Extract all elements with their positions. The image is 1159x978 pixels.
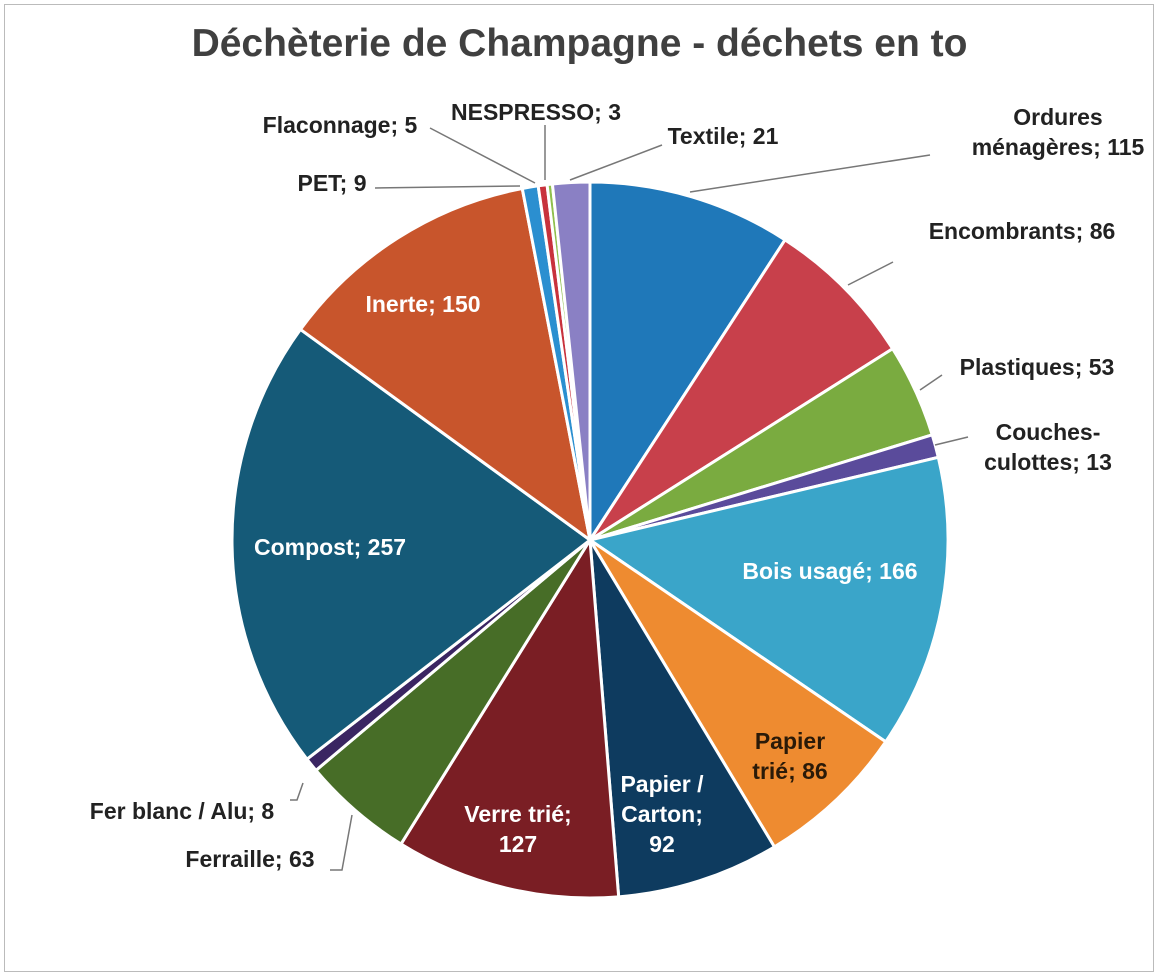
pie-slice	[588, 538, 888, 849]
data-label: Plastiques; 53	[959, 354, 1115, 381]
pie-slice	[588, 237, 895, 542]
data-label: Bois usagé; 166	[742, 558, 918, 585]
pie-slice	[586, 455, 950, 744]
data-label: Textile; 21	[667, 123, 779, 150]
leader-line	[689, 154, 931, 193]
data-label: PET; 9	[297, 170, 367, 197]
data-label: NESPRESSO; 3	[451, 99, 621, 126]
pie-slice	[588, 539, 777, 899]
data-label: Ferraille; 63	[185, 846, 315, 873]
data-label: Verre trié; 127	[464, 801, 572, 857]
leader-line	[569, 144, 663, 181]
leader-line	[374, 185, 521, 189]
leader-line	[934, 436, 969, 446]
data-label: Papier trié; 86	[752, 728, 828, 784]
pie-slice	[550, 180, 592, 541]
leader-line	[919, 374, 943, 391]
data-label: Couches-culottes; 13	[984, 419, 1112, 475]
chart-frame	[4, 4, 1154, 972]
data-label: Encombrants; 86	[928, 218, 1116, 245]
data-label: Inerte; 150	[365, 291, 481, 318]
leader-line	[847, 261, 894, 286]
pie-slice	[588, 180, 788, 546]
chart-title: Déchèterie de Champagne - déchets en to	[191, 22, 968, 65]
leader-line	[290, 782, 304, 801]
data-label: Ordures ménagères; 115	[971, 104, 1145, 160]
leader-line	[429, 127, 536, 184]
data-label: Fer blanc / Alu; 8	[89, 798, 275, 825]
data-label: Flaconnage; 5	[262, 112, 418, 139]
leader-line	[330, 814, 353, 871]
pie-slice	[298, 186, 593, 544]
pie-slice	[230, 327, 593, 762]
data-label: Compost; 257	[253, 534, 407, 561]
data-label: Papier / Carton; 92	[620, 771, 704, 857]
pie-slice	[398, 535, 621, 900]
